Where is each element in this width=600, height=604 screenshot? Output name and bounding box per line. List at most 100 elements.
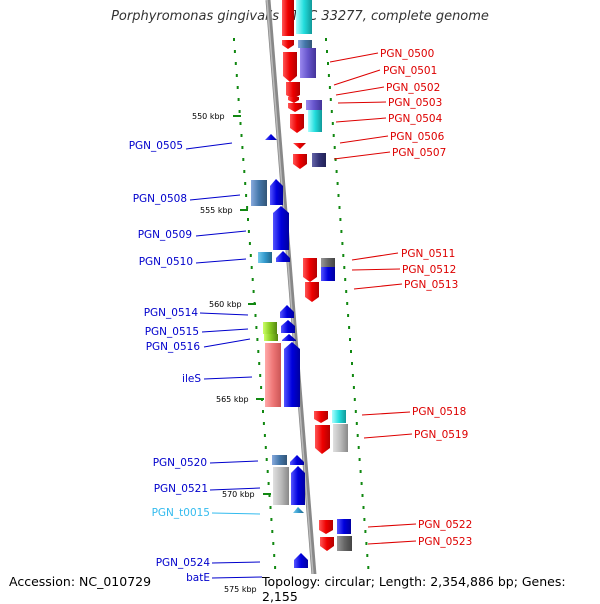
guide-dot (345, 290, 348, 293)
gene-block-pgn0516[interactable] (264, 334, 278, 341)
gene-arrow-pgn0502[interactable] (286, 82, 300, 99)
gene-block[interactable] (312, 153, 326, 167)
gene-arrow-pgn0519[interactable] (315, 425, 330, 454)
gene-label[interactable]: PGN_0506 (390, 131, 445, 143)
gene-label[interactable]: PGN_0500 (380, 48, 434, 60)
gene-label[interactable]: PGN_0511 (401, 248, 455, 260)
gene-block-pgn0512[interactable] (321, 267, 335, 281)
gene-arrow-pgn-t0015[interactable] (293, 507, 304, 513)
gene-arrow-iles[interactable] (284, 342, 300, 407)
leader-line (361, 411, 411, 416)
gene-label[interactable]: PGN_0521 (154, 483, 208, 495)
gene-label[interactable]: PGN_0505 (129, 140, 183, 152)
gene-block[interactable] (306, 100, 322, 110)
gene-block[interactable] (298, 40, 312, 48)
gene-block-iles[interactable] (265, 343, 281, 407)
guide-dot (360, 482, 363, 485)
forward-strand-genes (282, 0, 352, 551)
guide-dot (335, 170, 338, 173)
gene-arrow-pgn0505[interactable] (265, 134, 277, 140)
gene-arrow-pgn0509[interactable] (273, 206, 289, 250)
gene-arrow-pgn0506[interactable] (293, 143, 306, 149)
gene-arrow-pgn0508[interactable] (270, 179, 283, 205)
gene-arrow-pgn0522[interactable] (319, 520, 333, 534)
gene-label[interactable]: PGN_0522 (418, 519, 472, 531)
guide-dot (270, 518, 273, 521)
gene-label[interactable]: PGN_0510 (139, 256, 193, 268)
gene-label[interactable]: PGN_0509 (138, 229, 192, 241)
gene-label[interactable]: PGN_0523 (418, 536, 472, 548)
gene-arrow-pgn0514[interactable] (280, 305, 294, 318)
gene-block-pgn0519[interactable] (333, 424, 348, 452)
gene-label[interactable]: PGN_0513 (404, 279, 458, 291)
gene-block[interactable] (308, 110, 322, 132)
gene-arrow-pgn0511[interactable] (303, 258, 317, 282)
gene-label[interactable]: PGN_0508 (133, 193, 187, 205)
gene-arrow-pgn0503[interactable] (288, 103, 302, 112)
gene-arrow-pgn0507[interactable] (293, 154, 307, 169)
gene-block[interactable] (282, 0, 294, 36)
gene-arrow-pgn0521[interactable] (291, 466, 305, 505)
gene-block-pgn0515[interactable] (263, 322, 277, 334)
gene-label[interactable]: PGN_0507 (392, 147, 446, 159)
gene-label-trna[interactable]: PGN_t0015 (152, 507, 210, 519)
gene-label[interactable]: PGN_0503 (388, 97, 442, 109)
leader-line (203, 338, 251, 348)
gene-label[interactable]: PGN_0504 (388, 113, 443, 125)
gene-label[interactable]: PGN_0520 (153, 457, 207, 469)
gene-label[interactable]: PGN_0501 (383, 65, 437, 77)
gene-arrow-pgn0515[interactable] (281, 320, 295, 333)
gene-block[interactable] (332, 410, 346, 423)
guide-dot (250, 266, 253, 269)
gene-label[interactable]: PGN_0514 (144, 307, 199, 319)
guide-dot (255, 326, 258, 329)
guide-dot (354, 410, 357, 413)
gene-label[interactable]: PGN_0518 (412, 406, 466, 418)
gene-arrow-pgn0504[interactable] (290, 114, 304, 133)
gene-arrow-pgn0524[interactable] (294, 553, 308, 568)
guide-dot (367, 566, 370, 569)
leader-line (337, 101, 387, 104)
gene-arrow-pgn0513[interactable] (305, 282, 319, 302)
leader-line (333, 69, 381, 86)
gene-label[interactable]: PGN_0515 (145, 326, 199, 338)
guide-dot (362, 506, 365, 509)
guide-dot (272, 542, 275, 545)
gene-arrow-pgn0500[interactable] (283, 52, 297, 82)
gene-block[interactable] (300, 48, 316, 78)
guide-dot (347, 314, 350, 317)
gene-block-pgn0510[interactable] (258, 252, 272, 263)
guide-dot (247, 218, 249, 221)
guide-dot (355, 422, 358, 425)
guide-dot (233, 50, 236, 53)
gene-label[interactable]: PGN_0524 (156, 557, 211, 569)
guide-dot (241, 146, 244, 149)
gene-label[interactable]: PGN_0512 (402, 264, 456, 276)
gene-label[interactable]: PGN_0519 (414, 429, 468, 441)
gene-label[interactable]: PGN_0502 (386, 82, 440, 94)
gene-arrow[interactable] (288, 97, 299, 103)
gene-arrow-pgn0523[interactable] (320, 537, 334, 551)
gene-block-pgn0521[interactable] (273, 467, 289, 505)
guide-dot (248, 242, 251, 245)
guide-dot (327, 62, 329, 65)
guide-dot (334, 158, 337, 161)
gene-arrow-pgn0510[interactable] (276, 251, 290, 262)
gene-arrow-pgn0520[interactable] (290, 455, 304, 465)
gene-label[interactable]: batE (186, 572, 210, 584)
gene-arrow-pgn0516[interactable] (282, 334, 296, 341)
gene-arrow[interactable] (282, 40, 294, 49)
gene-block-pgn0512[interactable] (321, 258, 335, 268)
gene-block-pgn0522[interactable] (337, 519, 351, 534)
gene-block-pgn0520[interactable] (272, 455, 287, 465)
leader-line (209, 460, 259, 464)
leader-line (351, 252, 399, 261)
gene-arrow-pgn0518[interactable] (314, 411, 328, 423)
gene-label[interactable]: ileS (182, 373, 201, 385)
guide-dot (273, 554, 276, 557)
gene-label[interactable]: PGN_0516 (146, 341, 201, 353)
gene-block-pgn0523[interactable] (337, 536, 352, 551)
guide-dot (234, 62, 237, 65)
gene-block[interactable] (296, 0, 312, 34)
gene-block-pgn0508[interactable] (251, 180, 267, 206)
